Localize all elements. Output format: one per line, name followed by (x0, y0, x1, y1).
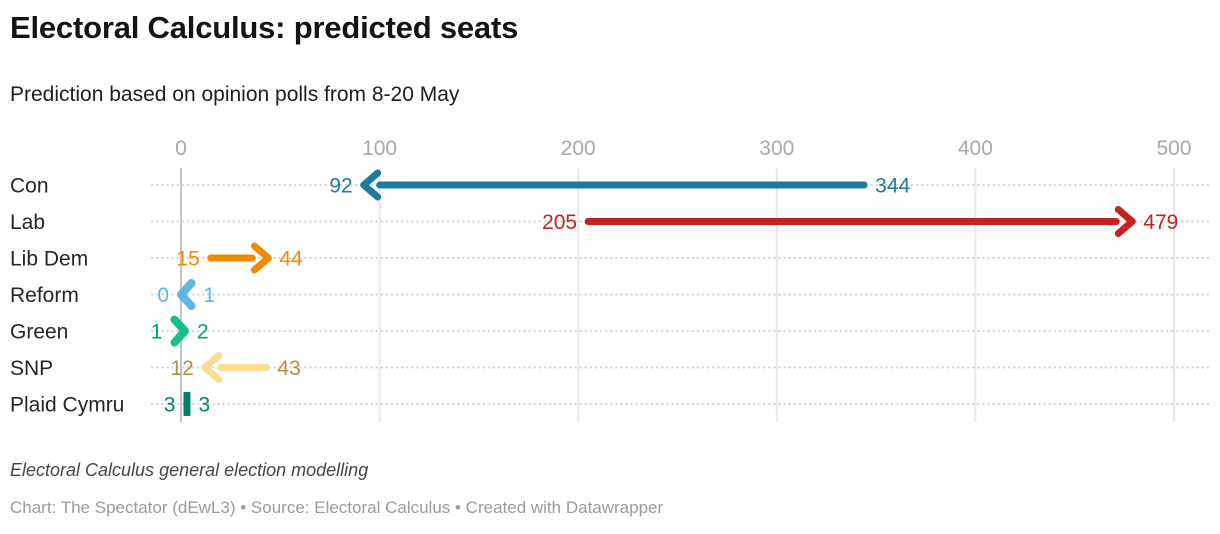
arrowhead-lab (1114, 206, 1136, 237)
arrowhead-snp (201, 352, 223, 383)
row-label-con: Con (10, 175, 49, 198)
arrowhead-reform (177, 279, 196, 310)
value-to-lib-dem: 44 (279, 248, 303, 271)
x-tick-label-400: 400 (958, 137, 993, 160)
row-label-plaid-cymru: Plaid Cymru (10, 394, 124, 417)
x-tick-label-300: 300 (759, 137, 794, 160)
chart-subtitle: Prediction based on opinion polls from 8… (10, 83, 460, 106)
row-label-lab: Lab (10, 211, 45, 234)
chart-note: Electoral Calculus general election mode… (10, 460, 369, 480)
value-from-con: 344 (875, 175, 910, 198)
no-change-bar-plaid-cymru (183, 392, 191, 416)
value-to-plaid-cymru: 3 (198, 394, 210, 417)
row-label-snp: SNP (10, 357, 53, 380)
value-to-green: 2 (197, 321, 209, 344)
value-from-green: 1 (151, 321, 163, 344)
arrowhead-lib-dem (250, 242, 272, 274)
arrowhead-green (170, 315, 189, 347)
value-from-lab: 205 (542, 211, 577, 234)
row-label-lib-dem: Lib Dem (10, 248, 88, 271)
value-to-snp: 12 (170, 357, 193, 380)
value-from-lib-dem: 15 (176, 248, 199, 271)
row-label-reform: Reform (10, 284, 79, 307)
x-tick-label-500: 500 (1156, 137, 1191, 160)
value-from-reform: 1 (204, 284, 216, 307)
value-from-plaid-cymru: 3 (164, 394, 176, 417)
value-to-con: 92 (329, 175, 352, 198)
x-tick-label-100: 100 (362, 137, 397, 160)
arrowhead-con (360, 169, 382, 201)
chart-title: Electoral Calculus: predicted seats (10, 10, 519, 45)
value-from-snp: 43 (277, 357, 300, 380)
chart-byline: Chart: The Spectator (dEwL3) • Source: E… (10, 498, 664, 517)
value-to-reform: 0 (157, 284, 169, 307)
row-label-green: Green (10, 321, 68, 344)
x-tick-label-200: 200 (561, 137, 596, 160)
x-tick-label-0: 0 (175, 137, 187, 160)
value-to-lab: 479 (1143, 211, 1178, 234)
